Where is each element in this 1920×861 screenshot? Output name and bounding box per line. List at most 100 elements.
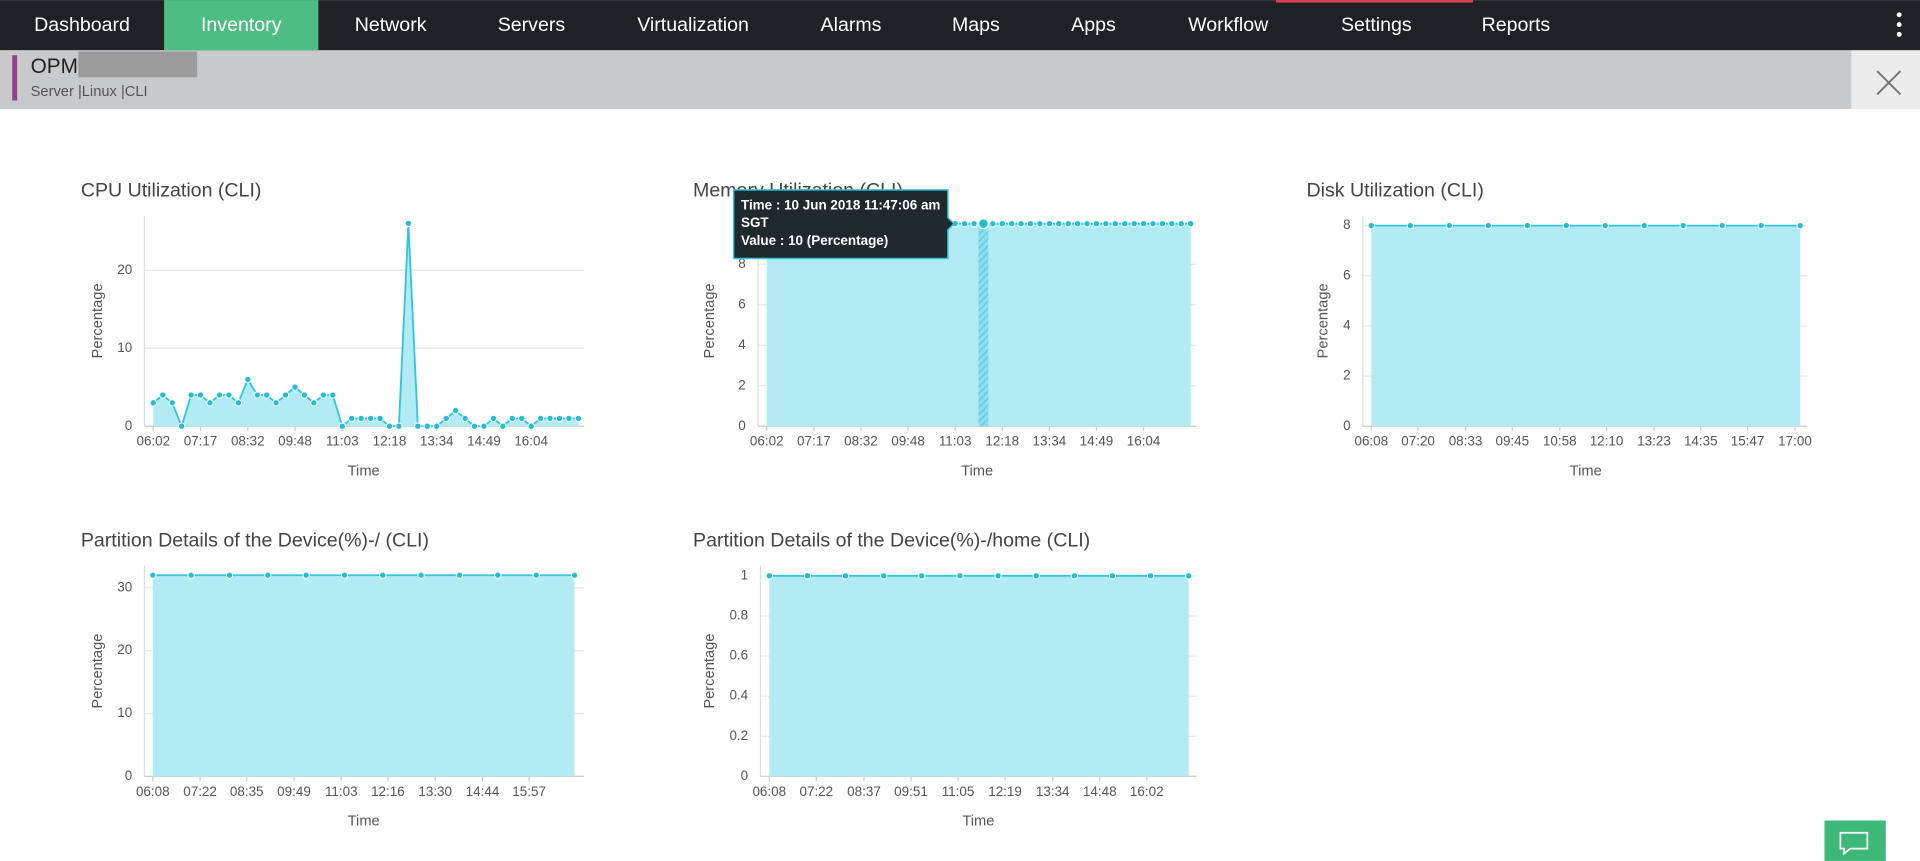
nav-item[interactable]: Settings bbox=[1341, 14, 1412, 36]
x-tick-label: 07:20 bbox=[1401, 434, 1435, 449]
y-tick-label: 2 bbox=[738, 377, 745, 392]
x-tick-label: 13:23 bbox=[1637, 434, 1671, 449]
data-point bbox=[494, 571, 502, 579]
chart-title: Partition Details of the Device(%)-/home… bbox=[693, 529, 1090, 551]
x-tick-label: 12:19 bbox=[988, 784, 1022, 799]
chat-button[interactable] bbox=[1824, 820, 1886, 861]
x-tick-label: 16:04 bbox=[514, 434, 548, 449]
data-point bbox=[187, 391, 195, 399]
x-tick-label: 13:34 bbox=[1036, 784, 1070, 799]
nav-item[interactable]: Virtualization bbox=[637, 14, 749, 36]
data-point bbox=[1026, 220, 1035, 228]
data-point bbox=[433, 422, 441, 430]
x-tick-label: 09:49 bbox=[277, 784, 311, 799]
data-point bbox=[1102, 220, 1110, 228]
data-point bbox=[1484, 221, 1492, 230]
nav-item[interactable]: Dashboard bbox=[34, 14, 130, 36]
y-tick-label: 0.8 bbox=[729, 608, 748, 623]
data-point bbox=[348, 414, 356, 423]
x-tick-label: 12:18 bbox=[985, 434, 1019, 449]
x-tick-label: 08:32 bbox=[231, 434, 265, 449]
data-point bbox=[1445, 221, 1453, 230]
area-line bbox=[152, 223, 579, 429]
data-point bbox=[338, 422, 346, 430]
nav-item[interactable]: Workflow bbox=[1188, 14, 1269, 36]
data-point bbox=[1064, 220, 1072, 228]
y-tick-label: 8 bbox=[738, 256, 745, 271]
data-point bbox=[1187, 220, 1195, 228]
x-tick-label: 15:57 bbox=[512, 784, 546, 799]
x-tick-label: 09:48 bbox=[891, 434, 925, 449]
x-tick-label: 07:22 bbox=[183, 784, 217, 799]
data-point bbox=[461, 414, 469, 423]
x-tick-label: 14:49 bbox=[467, 434, 501, 449]
data-point bbox=[508, 414, 516, 423]
nav-items: Dashboard Inventory Network Servers Virtuali… bbox=[34, 0, 1551, 51]
data-point bbox=[546, 414, 554, 423]
nav-item[interactable]: Servers bbox=[498, 14, 566, 36]
data-point bbox=[379, 571, 387, 579]
data-point bbox=[555, 414, 564, 423]
data-point bbox=[329, 391, 337, 399]
data-point bbox=[215, 391, 224, 399]
nav-item[interactable]: Inventory bbox=[201, 14, 282, 36]
data-point bbox=[253, 391, 261, 399]
nav-item[interactable]: Reports bbox=[1482, 14, 1551, 36]
data-point bbox=[1796, 221, 1804, 230]
data-point bbox=[532, 571, 540, 579]
close-button[interactable] bbox=[1851, 50, 1920, 110]
data-point bbox=[1168, 220, 1176, 228]
x-axis-label: Time bbox=[1570, 463, 1602, 479]
data-point bbox=[319, 391, 328, 399]
x-tick-label: 06:02 bbox=[136, 434, 170, 449]
x-tick-label: 06:08 bbox=[752, 784, 786, 799]
hover-band bbox=[978, 223, 989, 427]
x-axis-label: Time bbox=[348, 463, 380, 479]
data-point bbox=[1640, 221, 1648, 230]
y-tick-label: 6 bbox=[738, 296, 745, 311]
dot bbox=[1896, 12, 1902, 18]
nav-item[interactable]: Network bbox=[355, 14, 427, 36]
data-point bbox=[149, 571, 157, 579]
x-tick-label: 16:02 bbox=[1130, 784, 1164, 799]
data-point bbox=[536, 414, 545, 423]
data-point bbox=[264, 571, 272, 579]
data-point bbox=[803, 572, 812, 580]
area-fill bbox=[153, 223, 579, 427]
x-tick-label: 06:02 bbox=[750, 434, 784, 449]
charts: CPU Utilization (CLI)PercentageTime01020… bbox=[81, 179, 1812, 829]
data-point bbox=[1367, 221, 1375, 230]
data-point bbox=[281, 391, 290, 399]
data-point bbox=[489, 414, 498, 423]
nav-item[interactable]: Alarms bbox=[821, 14, 882, 36]
device-title: OPM bbox=[31, 55, 78, 78]
nav-bar bbox=[0, 0, 1920, 51]
close-icon bbox=[1876, 70, 1902, 96]
data-point bbox=[574, 414, 583, 423]
data-point bbox=[168, 399, 176, 407]
data-point bbox=[1757, 221, 1765, 230]
data-point bbox=[998, 220, 1006, 228]
x-tick-label: 09:45 bbox=[1495, 434, 1529, 449]
data-point bbox=[480, 422, 488, 430]
data-point bbox=[989, 220, 997, 228]
nav-item[interactable]: Maps bbox=[952, 14, 1000, 36]
data-point bbox=[1055, 220, 1063, 228]
data-point bbox=[451, 406, 460, 415]
data-point bbox=[1601, 221, 1609, 230]
tooltip-line: Time : 10 Jun 2018 11:47:06 am bbox=[741, 197, 940, 212]
y-tick-label: 8 bbox=[1343, 217, 1350, 232]
x-tick-label: 11:05 bbox=[942, 784, 975, 799]
chart-title: Disk Utilization (CLI) bbox=[1307, 179, 1484, 201]
kebab-menu[interactable] bbox=[1896, 12, 1902, 37]
nav-item[interactable]: Apps bbox=[1071, 14, 1116, 36]
data-point bbox=[1149, 220, 1157, 228]
x-tick-label: 14:48 bbox=[1083, 784, 1117, 799]
y-axis-label: Percentage bbox=[90, 634, 106, 709]
chat-bg bbox=[1824, 820, 1886, 861]
data-point bbox=[1036, 220, 1044, 228]
y-tick-label: 0 bbox=[741, 768, 748, 783]
data-point bbox=[366, 414, 375, 423]
chart-title: Partition Details of the Device(%)-/ (CL… bbox=[81, 529, 429, 551]
